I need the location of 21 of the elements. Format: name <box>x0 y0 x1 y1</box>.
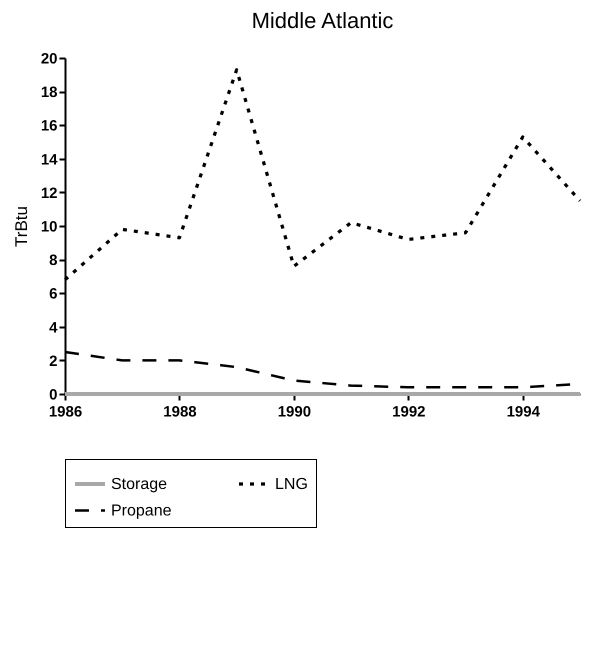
y-tick-label: 12 <box>40 184 58 202</box>
y-tick-label: 0 <box>49 386 58 404</box>
y-tick-label: 6 <box>49 286 58 303</box>
y-tick-label: 10 <box>40 218 58 236</box>
x-tick-label: 1990 <box>278 404 312 420</box>
x-tick-label: 1988 <box>163 404 197 420</box>
y-tick-label: 14 <box>40 151 58 168</box>
y-tick-label: 8 <box>49 252 58 270</box>
y-tick-label: 4 <box>49 319 58 336</box>
y-tick-label: 2 <box>49 352 58 370</box>
x-tick-label: 1994 <box>506 404 541 420</box>
y-tick-label: 16 <box>40 118 58 135</box>
x-tick-label: 1986 <box>48 404 82 420</box>
legend-label: Propane <box>111 502 172 520</box>
legend-label: Storage <box>111 476 168 493</box>
legend-label: LNG <box>275 476 308 493</box>
y-tick-label: 18 <box>40 84 58 102</box>
y-axis-title: TrBtu <box>12 206 31 247</box>
x-tick-label: 1992 <box>392 404 426 420</box>
y-tick-label: 20 <box>40 50 58 68</box>
chart-title: Middle Atlantic <box>252 8 394 33</box>
